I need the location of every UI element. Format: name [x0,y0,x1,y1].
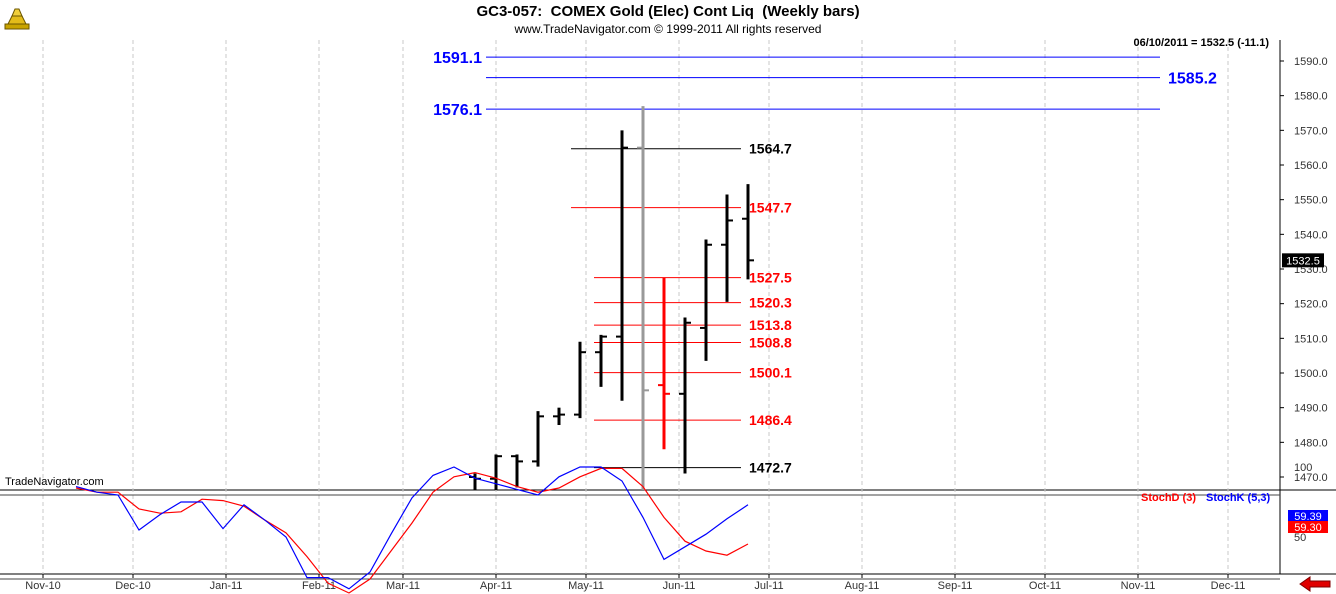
y-tick-label: 1520.0 [1294,299,1328,311]
stochk-value-label: 59.39 [1294,511,1322,523]
status-readout: 06/10/2011 = 1532.5 (-11.1) [1134,37,1270,49]
y-tick-label: 1560.0 [1294,160,1328,172]
x-tick-label: Jun-11 [663,580,696,592]
stoch-series-line [75,467,749,594]
y-tick-label: 1590.0 [1294,56,1328,68]
gold-bars-icon [4,8,30,30]
y-tick-label: 1490.0 [1294,403,1328,415]
level-label: 1591.1 [433,50,482,67]
level-label: 1513.8 [749,317,792,333]
legend-stochk: StochK (5,3) [1206,492,1271,504]
watermark: TradeNavigator.com [5,476,104,488]
stochd-value-label: 59.30 [1294,522,1322,534]
x-tick-label: Sep-11 [938,580,973,592]
back-arrow-icon[interactable] [1298,576,1332,592]
x-tick-label: Nov-11 [1121,580,1156,592]
x-tick-label: Jul-11 [754,580,783,592]
level-label: 1508.8 [749,334,792,350]
level-label: 1547.7 [749,200,792,216]
level-label: 1585.2 [1168,71,1217,88]
x-tick-label: Mar-11 [386,580,420,592]
last-price-label: 1532.5 [1286,255,1320,267]
x-tick-label: Apr-11 [480,580,512,592]
x-tick-label: May-11 [568,580,604,592]
x-tick-label: Feb-11 [302,580,336,592]
stoch-y-tick-label: 50 [1294,532,1306,544]
x-tick-label: Dec-11 [1211,580,1246,592]
y-tick-label: 1580.0 [1294,91,1328,103]
copyright-text: www.TradeNavigator.com © 1999-2011 All r… [514,22,822,36]
x-tick-label: Nov-10 [25,580,60,592]
y-tick-label: 1550.0 [1294,195,1328,207]
stoch-series-line [75,466,749,590]
chart-title: GC3-057: COMEX Gold (Elec) Cont Liq (Wee… [476,3,860,20]
x-tick-label: Jan-11 [210,580,243,592]
level-label: 1486.4 [749,412,792,428]
level-label: 1576.1 [433,102,482,119]
y-tick-label: 1480.0 [1294,437,1328,449]
stochk-value-tag [1288,510,1328,522]
level-label: 1527.5 [749,270,792,286]
level-label: 1500.1 [749,365,792,381]
y-tick-label: 1510.0 [1294,333,1328,345]
x-tick-label: Aug-11 [845,580,880,592]
stoch-y-tick-label: 100 [1294,462,1312,474]
level-label: 1564.7 [749,141,792,157]
x-tick-label: Oct-11 [1029,580,1061,592]
level-label: 1520.3 [749,295,792,311]
last-price-tag [1282,253,1324,268]
y-tick-label: 1500.0 [1294,368,1328,380]
y-tick-label: 1470.0 [1294,472,1328,484]
y-tick-label: 1540.0 [1294,229,1328,241]
y-tick-label: 1570.0 [1294,125,1328,137]
level-label: 1472.7 [749,460,792,476]
legend-stochd: StochD (3) [1141,492,1196,504]
stochd-value-tag [1288,521,1328,533]
x-tick-label: Dec-10 [115,580,150,592]
